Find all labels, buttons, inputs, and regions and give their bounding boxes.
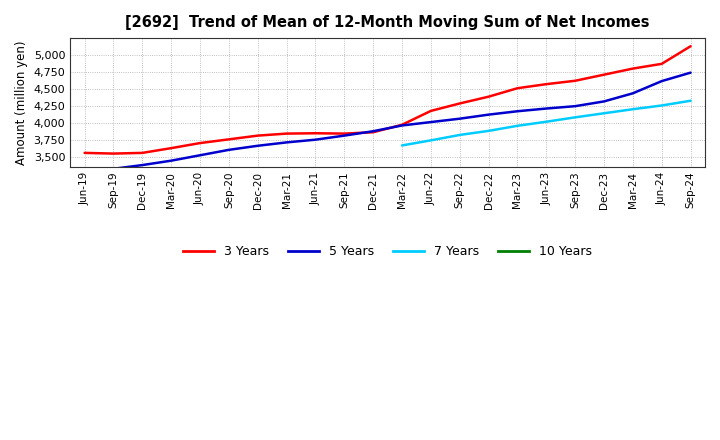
5 Years <box>485 112 493 117</box>
Y-axis label: Amount (million yen): Amount (million yen) <box>15 40 28 165</box>
5 Years <box>282 140 291 145</box>
5 Years <box>657 78 666 84</box>
5 Years <box>513 109 522 114</box>
5 Years <box>196 153 204 158</box>
3 Years <box>686 44 695 49</box>
5 Years <box>426 119 435 125</box>
5 Years <box>629 91 637 96</box>
3 Years <box>109 151 118 156</box>
5 Years <box>138 162 147 168</box>
5 Years <box>340 133 348 138</box>
5 Years <box>167 158 176 163</box>
3 Years <box>513 86 522 91</box>
7 Years <box>542 119 551 125</box>
3 Years <box>456 101 464 106</box>
7 Years <box>657 103 666 108</box>
5 Years <box>225 147 233 153</box>
5 Years <box>600 99 608 104</box>
5 Years <box>397 123 406 128</box>
7 Years <box>456 132 464 138</box>
Line: 7 Years: 7 Years <box>402 101 690 146</box>
5 Years <box>542 106 551 111</box>
Line: 3 Years: 3 Years <box>84 46 690 154</box>
5 Years <box>456 116 464 121</box>
Legend: 3 Years, 5 Years, 7 Years, 10 Years: 3 Years, 5 Years, 7 Years, 10 Years <box>178 240 598 263</box>
Line: 5 Years: 5 Years <box>114 73 690 169</box>
5 Years <box>253 143 262 148</box>
3 Years <box>340 131 348 136</box>
3 Years <box>657 61 666 66</box>
3 Years <box>629 66 637 71</box>
5 Years <box>369 128 377 134</box>
7 Years <box>629 106 637 112</box>
5 Years <box>686 70 695 75</box>
7 Years <box>397 143 406 148</box>
3 Years <box>311 131 320 136</box>
7 Years <box>485 128 493 133</box>
3 Years <box>542 81 551 87</box>
5 Years <box>311 137 320 142</box>
3 Years <box>426 108 435 114</box>
3 Years <box>397 122 406 128</box>
7 Years <box>600 110 608 116</box>
7 Years <box>426 138 435 143</box>
3 Years <box>253 133 262 138</box>
3 Years <box>571 78 580 84</box>
3 Years <box>138 150 147 155</box>
3 Years <box>369 130 377 135</box>
7 Years <box>571 115 580 120</box>
3 Years <box>196 140 204 146</box>
5 Years <box>571 103 580 109</box>
5 Years <box>109 166 118 172</box>
3 Years <box>600 72 608 77</box>
7 Years <box>513 123 522 128</box>
7 Years <box>686 98 695 103</box>
Title: [2692]  Trend of Mean of 12-Month Moving Sum of Net Incomes: [2692] Trend of Mean of 12-Month Moving … <box>125 15 650 30</box>
3 Years <box>485 94 493 99</box>
3 Years <box>225 137 233 142</box>
3 Years <box>167 146 176 151</box>
3 Years <box>282 131 291 136</box>
3 Years <box>80 150 89 155</box>
